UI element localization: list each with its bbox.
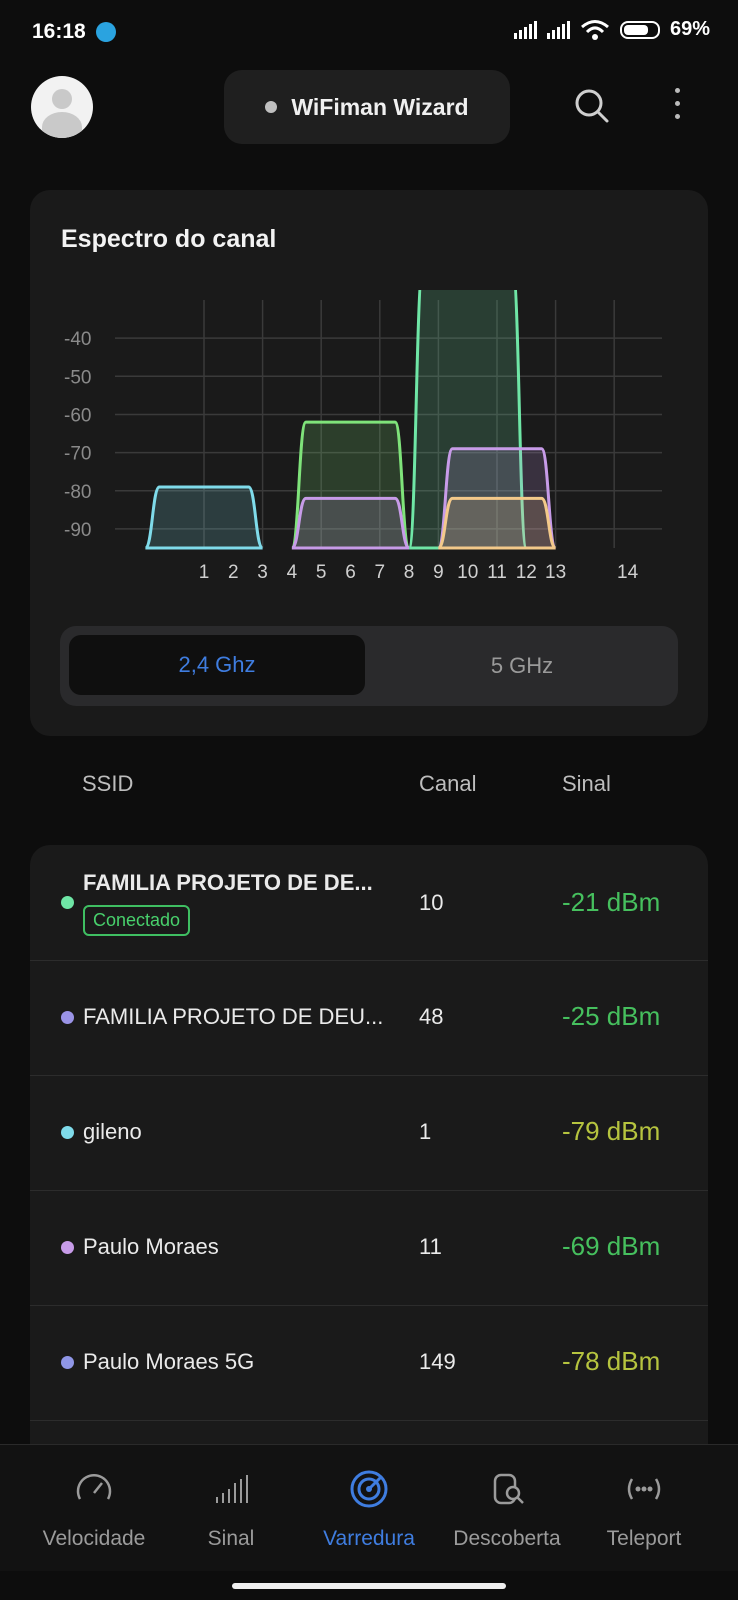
channel-curve [290,496,411,550]
nav-label: Sinal [207,1527,255,1550]
y-tick-label: -40 [64,329,91,350]
network-color-dot [61,1241,74,1254]
network-channel: 149 [419,1349,456,1374]
channel-curve [407,290,528,550]
y-tick-label: -70 [64,444,91,465]
signal-bars-icon [216,1475,248,1503]
x-tick-label: 9 [433,562,444,583]
network-list: FAMILIA PROJETO DE DE... Conectado 10 -2… [30,845,708,1445]
x-tick-label: 1 [199,562,210,583]
x-tick-label: 11 [487,562,507,583]
nav-label: Velocidade [42,1527,146,1550]
nav-sinal[interactable]: Sinal [157,1445,305,1571]
network-color-dot [61,1356,74,1369]
network-color-dot [61,896,74,909]
nav-velocidade[interactable]: Velocidade [20,1445,168,1571]
column-header-channel[interactable]: Canal [419,771,477,796]
network-ssid: gileno [83,1119,142,1144]
network-row[interactable]: Paulo Moraes 5G 149 -78 dBm [30,1305,708,1421]
x-tick-label: 6 [345,562,356,583]
cell-signal-icon [513,20,537,39]
network-row[interactable]: Paulo Moraes 11 -69 dBm [30,1190,708,1306]
network-channel: 10 [419,890,444,915]
network-row[interactable]: FAMILIA PROJETO DE DE... Conectado 10 -2… [30,845,708,961]
network-channel: 1 [419,1119,432,1144]
nav-label: Varredura [323,1527,415,1550]
avatar[interactable] [31,76,93,138]
column-header-signal[interactable]: Sinal [562,771,611,796]
network-signal: -78 dBm [562,1346,661,1376]
network-row[interactable]: gileno 1 -79 dBm [30,1075,708,1191]
y-tick-label: -50 [64,367,91,388]
network-signal: -69 dBm [562,1231,661,1261]
device-search-icon [493,1473,524,1505]
x-tick-label: 8 [404,562,415,583]
band-2-4ghz-tab[interactable]: 2,4 Ghz [69,635,365,695]
nav-label: Teleport [606,1527,682,1550]
network-signal: -25 dBm [562,1001,661,1031]
speedometer-icon [76,1474,112,1500]
nav-varredura[interactable]: Varredura [295,1445,443,1571]
status-bar: 16:18 69% [0,0,738,70]
network-ssid: FAMILIA PROJETO DE DE... [83,870,373,895]
x-tick-label: 2 [228,562,239,583]
channel-spectrum-card: Espectro do canal -40 -50 -60 -70 -80 -90 1 2 3 4… [30,190,708,736]
battery-percent: 69% [669,18,710,40]
connected-badge: Conectado [83,905,191,936]
network-color-dot [61,1126,74,1139]
network-ssid: Paulo Moraes 5G [83,1349,255,1374]
wizard-button[interactable]: WiFiman Wizard [224,70,510,144]
more-menu-icon[interactable] [675,88,681,127]
network-signal: -79 dBm [562,1116,661,1146]
network-ssid: FAMILIA PROJETO DE DEU... [83,1004,384,1029]
y-tick-label: -90 [64,520,91,541]
band-5ghz-tab[interactable]: 5 GHz [490,653,554,678]
channel-curve [436,496,558,550]
y-tick-label: -60 [64,405,91,426]
column-header-ssid[interactable]: SSID [82,771,134,796]
status-dot-icon [265,101,278,113]
x-tick-label: 4 [287,562,298,583]
band-selector: 2,4 Ghz 5 GHz [60,626,678,706]
wizard-title: WiFiman Wizard [291,93,469,120]
wifi-status-icon [581,19,609,40]
x-tick-label: 5 [316,562,327,583]
cell-signal-2-icon [546,20,570,39]
x-tick-label: 12 [516,562,537,583]
nav-label: Descoberta [453,1527,561,1550]
telegram-notification-icon [96,22,116,42]
bottom-nav: Velocidade Sinal Varredura Descoberta Te… [0,1444,738,1571]
x-tick-label: 14 [617,562,639,583]
search-icon[interactable] [574,88,610,124]
y-tick-label: -80 [64,482,91,503]
battery-icon [619,20,660,39]
x-tick-label: 7 [375,562,386,583]
network-channel: 48 [419,1004,444,1029]
spectrum-title: Espectro do canal [61,225,277,253]
radar-icon [350,1470,388,1508]
x-tick-label: 3 [257,562,268,583]
network-color-dot [61,1011,74,1024]
network-channel: 11 [419,1234,442,1259]
channel-curve [290,420,411,550]
teleport-icon [627,1478,661,1500]
status-time: 16:18 [32,20,86,43]
x-tick-label: 13 [545,562,566,583]
spectrum-chart: -40-50-60-70-80-901 2 3 4 5 6 7 8 9 10 11 12 13 14 [64,290,662,583]
network-ssid: Paulo Moraes [83,1234,219,1259]
x-tick-label: 10 [457,562,478,583]
nav-descoberta[interactable]: Descoberta [433,1445,581,1571]
nav-teleport[interactable]: Teleport [570,1445,718,1571]
channel-curve [143,485,265,550]
network-row[interactable]: FAMILIA PROJETO DE DEU... 48 -25 dBm [30,960,708,1076]
network-signal: -21 dBm [562,887,661,917]
home-indicator[interactable] [232,1583,506,1589]
